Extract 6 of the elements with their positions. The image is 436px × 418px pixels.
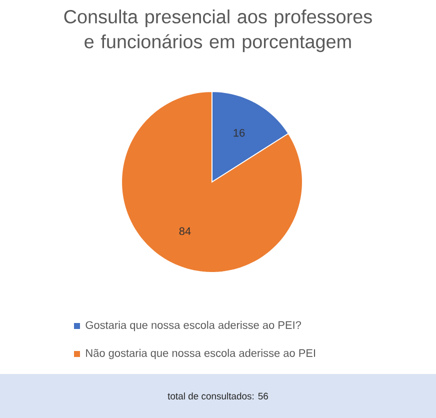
text: total de consultados: 56 — [168, 392, 268, 400]
legend-label: Gostaria que nossa escola aderisse ao PEI? — [86, 320, 302, 332]
data-label: 84 — [179, 227, 191, 236]
legend-label: Não gostaria que nossa escola aderisse ao PEI — [86, 348, 316, 360]
data-label: 16 — [234, 128, 245, 137]
chart-title: Consulta presencial aos professores e funcionários em porcentagem — [64, 10, 372, 52]
